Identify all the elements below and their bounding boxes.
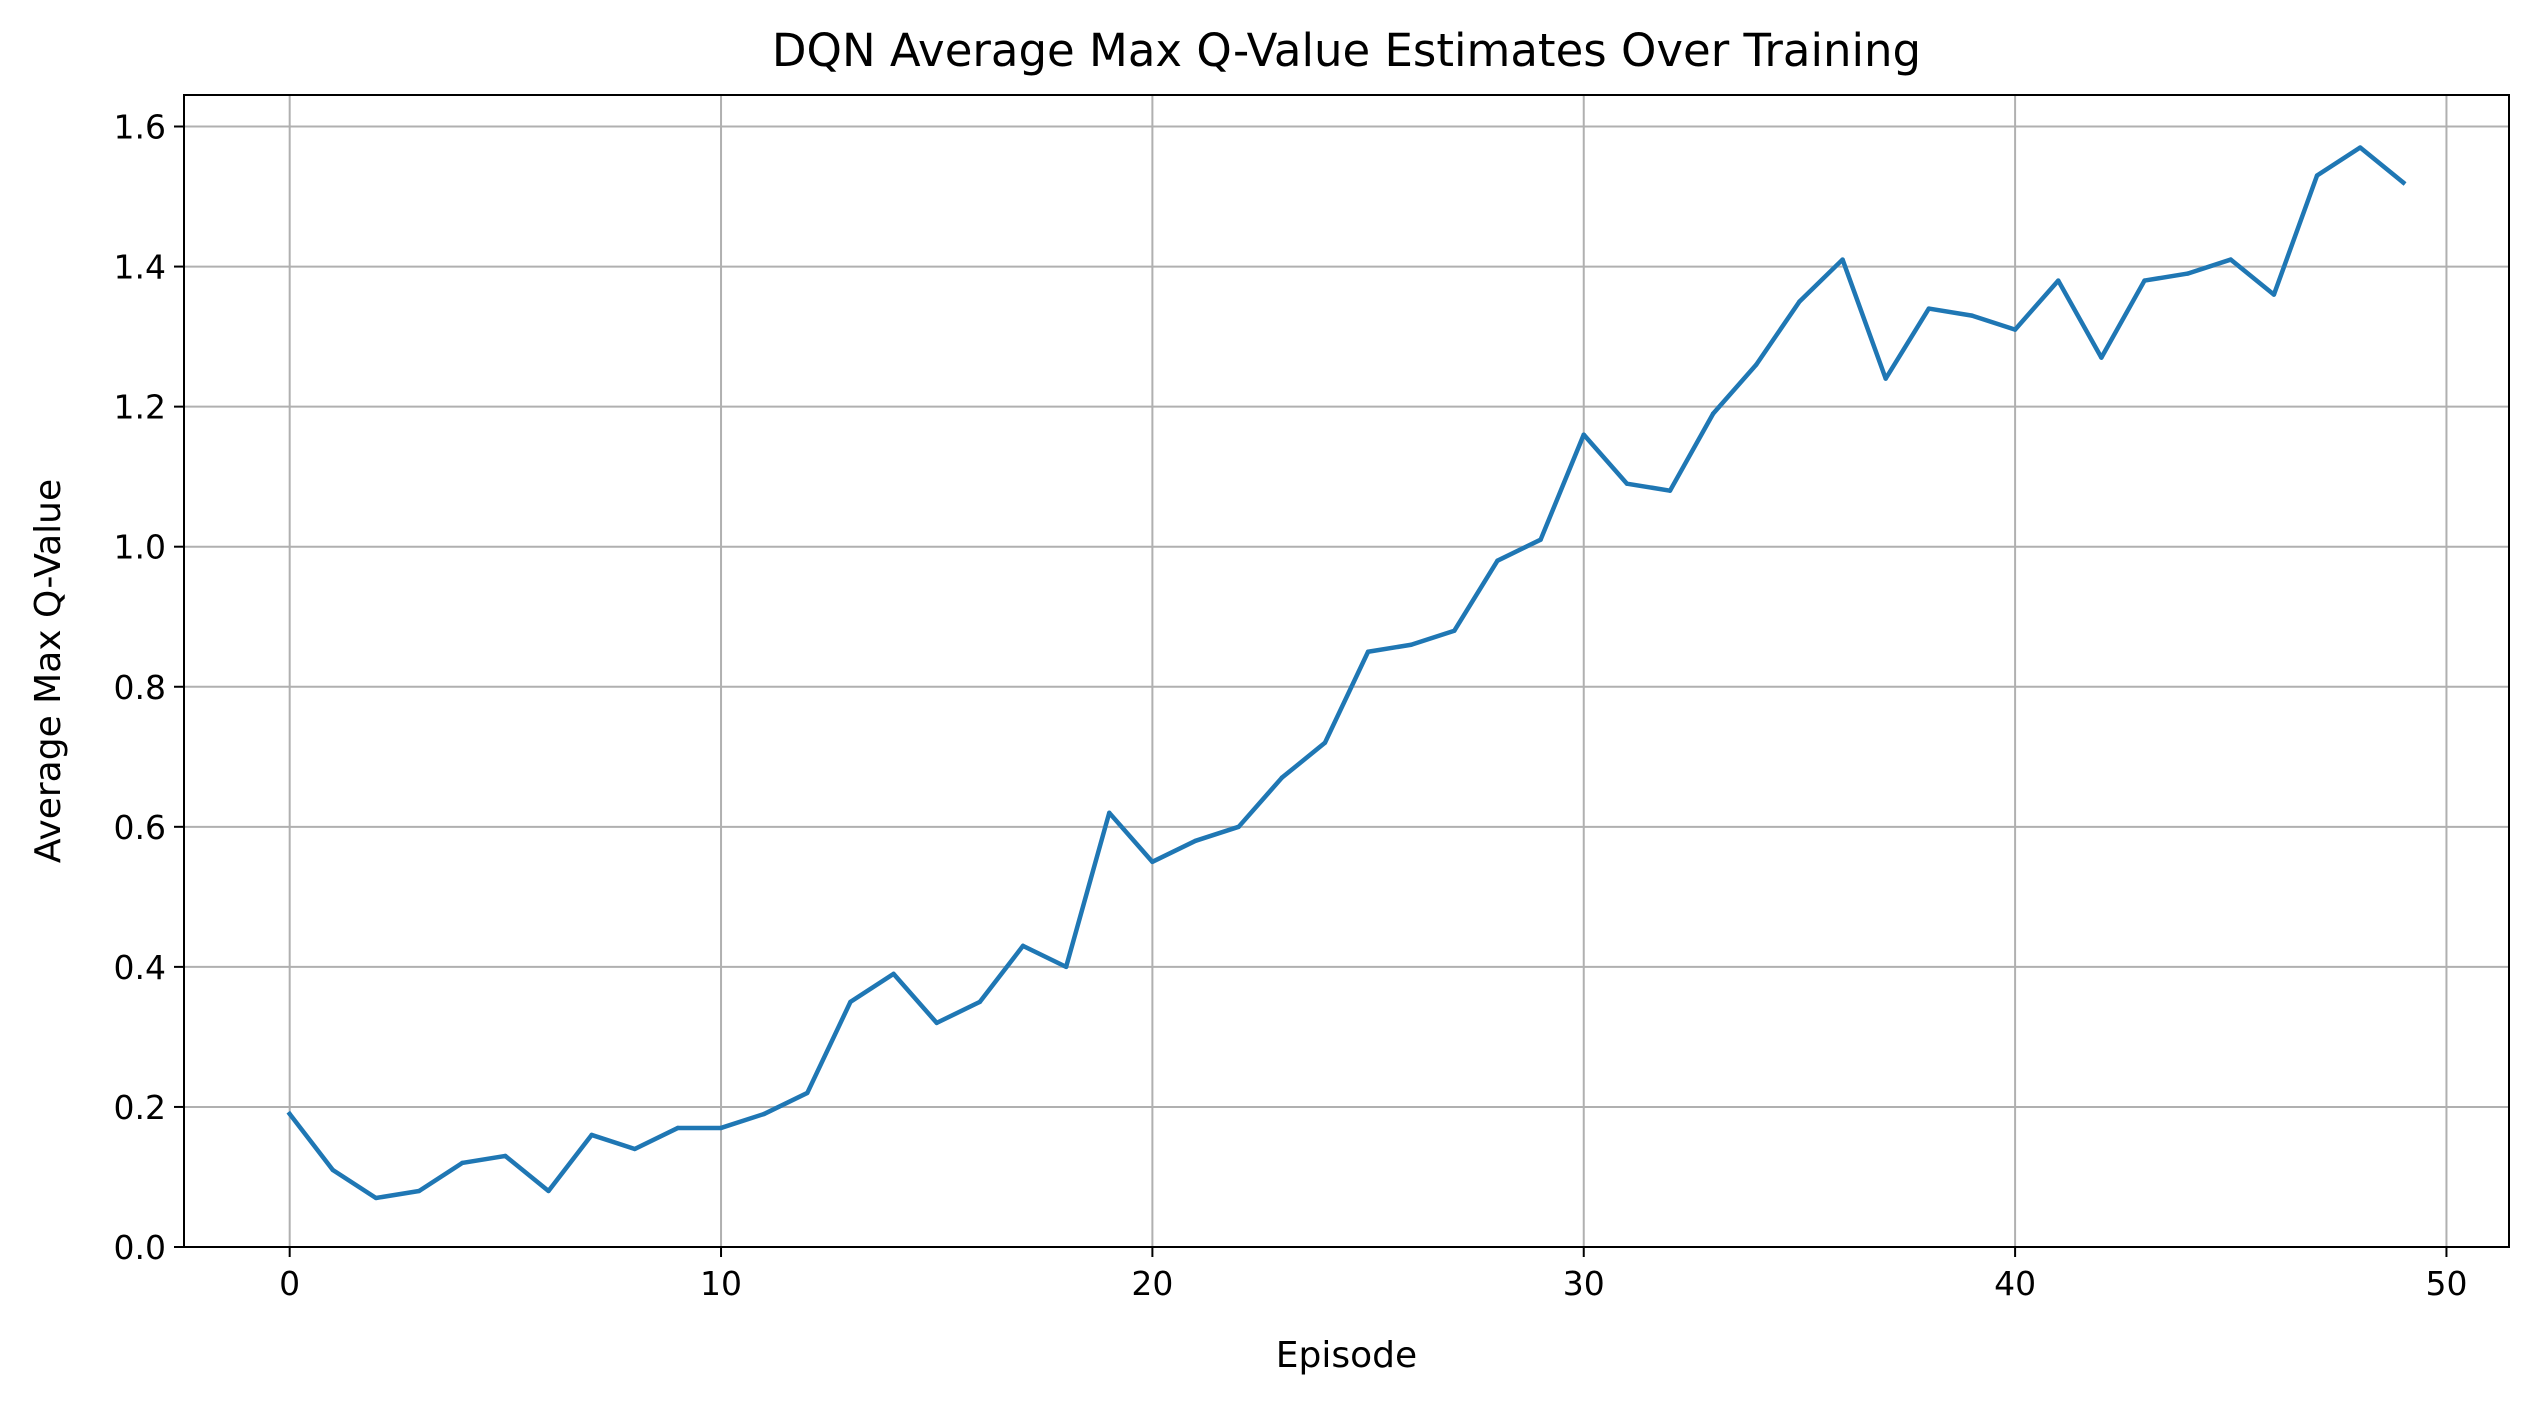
data-point xyxy=(1150,859,1155,865)
data-point xyxy=(2271,292,2277,297)
data-point xyxy=(1797,299,1802,304)
plot-area-frame xyxy=(183,94,2510,1248)
y-tick-label: 1.4 xyxy=(114,248,166,287)
data-point xyxy=(2314,173,2320,178)
data-point xyxy=(2228,257,2233,262)
data-point xyxy=(2099,355,2104,360)
y-tick-label: 0.8 xyxy=(114,668,166,707)
data-point xyxy=(1667,488,1673,493)
data-point xyxy=(1754,362,1759,367)
data-point xyxy=(503,1153,508,1159)
x-tick-label: 0 xyxy=(279,1264,300,1303)
series-layer xyxy=(286,145,2407,1201)
x-tick-label: 40 xyxy=(1994,1264,2036,1303)
data-point xyxy=(761,1111,767,1117)
data-point xyxy=(2056,278,2061,283)
data-point xyxy=(2142,278,2147,283)
x-tick-label: 30 xyxy=(1563,1264,1605,1303)
chart-title: DQN Average Max Q-Value Estimates Over T… xyxy=(772,24,1921,77)
data-point xyxy=(632,1146,637,1152)
x-tick-label: 10 xyxy=(700,1264,742,1303)
data-point xyxy=(1840,257,1845,262)
data-point xyxy=(373,1195,379,1201)
series-line xyxy=(286,145,2407,1201)
data-point xyxy=(675,1125,681,1131)
data-point xyxy=(1452,628,1457,633)
axis-ticks: 0 10 20 30 40 50 0.0 0.2 0.4 0.6 0.8 1.0 1.2 1.4 1.6 xyxy=(114,108,2468,1303)
grid-lines xyxy=(184,95,2509,1248)
y-tick-label: 1.6 xyxy=(114,108,166,147)
y-tick-label: 1.0 xyxy=(114,528,166,567)
data-point xyxy=(1495,558,1500,563)
data-point xyxy=(1193,838,1198,844)
data-point xyxy=(1107,810,1112,816)
data-point xyxy=(416,1188,422,1194)
x-tick-label: 50 xyxy=(2425,1264,2467,1303)
data-point xyxy=(1883,376,1888,381)
y-tick-label: 0.0 xyxy=(114,1228,166,1267)
data-point xyxy=(1581,432,1586,437)
y-tick-label: 0.6 xyxy=(114,808,166,847)
data-point xyxy=(460,1160,465,1166)
data-point xyxy=(1926,306,1932,311)
data-point xyxy=(891,971,896,977)
data-point xyxy=(1322,740,1328,745)
data-point xyxy=(2401,180,2406,185)
data-point xyxy=(546,1188,551,1194)
data-point xyxy=(1020,943,1026,949)
data-point xyxy=(1279,775,1284,780)
data-point xyxy=(2012,327,2018,332)
data-point xyxy=(718,1125,724,1131)
data-point xyxy=(1365,649,1371,654)
x-axis-label: Episode xyxy=(1276,1335,1417,1376)
data-point xyxy=(1969,313,1975,318)
data-point xyxy=(2185,271,2190,276)
y-tick-label: 0.4 xyxy=(114,948,166,987)
x-tick-label: 20 xyxy=(1131,1264,1173,1303)
data-point xyxy=(934,1020,939,1026)
data-point xyxy=(2357,145,2363,150)
y-tick-label: 0.2 xyxy=(114,1088,166,1127)
data-point xyxy=(330,1167,336,1173)
data-point xyxy=(287,1111,292,1117)
y-tick-label: 1.2 xyxy=(114,388,166,427)
data-point xyxy=(1236,824,1241,830)
data-point xyxy=(848,999,853,1005)
data-point xyxy=(1063,964,1069,970)
data-point xyxy=(1409,642,1414,647)
data-point xyxy=(1538,537,1543,542)
y-axis-label: Average Max Q-Value xyxy=(28,479,69,863)
data-point xyxy=(805,1090,810,1096)
data-point xyxy=(1624,481,1630,486)
data-point xyxy=(589,1132,594,1138)
data-point xyxy=(1710,411,1716,416)
data-point xyxy=(977,999,983,1005)
